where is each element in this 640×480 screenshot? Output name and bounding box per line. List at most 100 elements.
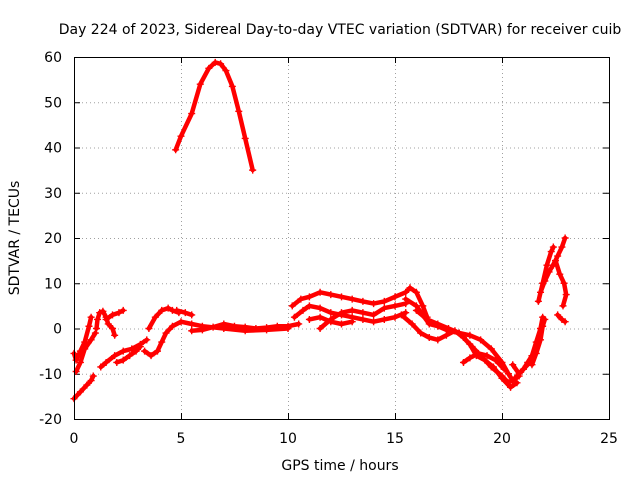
- data-point: [91, 329, 99, 337]
- data-point: [359, 309, 367, 317]
- data-point: [459, 358, 467, 366]
- series-arc-j: [173, 306, 196, 319]
- data-point: [164, 304, 172, 312]
- data-point: [370, 300, 378, 308]
- data-point: [466, 340, 474, 348]
- data-point: [305, 315, 313, 323]
- data-point: [442, 331, 450, 339]
- data-point: [425, 334, 433, 342]
- data-point: [316, 288, 324, 296]
- data-point: [507, 383, 515, 391]
- data-point: [391, 313, 399, 321]
- data-point: [316, 313, 324, 321]
- data-series: [70, 58, 570, 403]
- x-tick-label: 25: [600, 431, 618, 447]
- data-point: [559, 302, 567, 310]
- series-arc-s: [459, 349, 508, 373]
- y-tick-labels: -20 -10 0 10 20 30 40 50 60: [39, 50, 62, 428]
- data-point: [541, 277, 549, 285]
- y-axis-label: SDTVAR / TECUs: [7, 181, 23, 296]
- data-point: [412, 288, 420, 296]
- data-point: [511, 374, 519, 382]
- data-point: [81, 345, 89, 353]
- series-arc-high: [172, 58, 257, 174]
- data-point: [141, 347, 149, 355]
- data-point: [76, 358, 84, 366]
- data-point: [173, 306, 181, 314]
- data-point: [231, 322, 238, 330]
- data-point: [515, 370, 523, 378]
- data-point: [539, 322, 547, 330]
- data-point: [408, 320, 416, 328]
- data-point: [119, 356, 127, 364]
- data-point: [87, 313, 95, 321]
- data-point: [102, 358, 110, 366]
- data-point: [402, 309, 410, 317]
- series-arc-c: [72, 329, 99, 375]
- data-point: [397, 311, 405, 319]
- data-point: [532, 349, 540, 357]
- series-arc-w: [537, 257, 570, 310]
- data-point: [492, 356, 500, 364]
- series-arc-b: [70, 372, 97, 403]
- data-point: [406, 284, 414, 292]
- data-point: [327, 309, 335, 317]
- data-point: [504, 370, 512, 378]
- data-point: [252, 325, 260, 332]
- data-point: [434, 320, 442, 328]
- data-point: [561, 234, 569, 242]
- data-point: [549, 261, 557, 269]
- data-point: [545, 268, 553, 276]
- data-point: [235, 107, 243, 115]
- data-point: [402, 288, 410, 296]
- data-point: [89, 372, 97, 380]
- data-point: [109, 311, 117, 319]
- data-point: [327, 318, 335, 326]
- data-point: [543, 261, 551, 269]
- data-point: [359, 297, 367, 305]
- data-point: [560, 279, 568, 287]
- data-point: [168, 322, 176, 330]
- data-point: [338, 309, 345, 317]
- data-point: [524, 358, 532, 366]
- data-point: [370, 318, 378, 326]
- y-tick-label: -10: [39, 367, 62, 383]
- data-point: [556, 270, 564, 278]
- data-point: [391, 302, 399, 310]
- data-point: [217, 60, 225, 68]
- data-point: [263, 324, 271, 332]
- chart-title: Day 224 of 2023, Sidereal Day-to-day VTE…: [59, 22, 622, 38]
- y-tick-label: 0: [53, 322, 62, 338]
- data-point: [222, 67, 230, 75]
- y-tick-label: 20: [44, 231, 62, 247]
- series-arc-o: [305, 313, 356, 328]
- data-point: [348, 295, 356, 303]
- data-point: [113, 358, 121, 366]
- y-tick-label: 10: [44, 276, 62, 292]
- data-point: [85, 322, 93, 330]
- data-point: [299, 306, 307, 314]
- data-point: [284, 322, 292, 330]
- data-point: [509, 361, 517, 369]
- data-point: [316, 325, 324, 332]
- data-point: [305, 302, 313, 310]
- data-point: [126, 352, 134, 360]
- series-arc-y: [554, 311, 569, 326]
- data-point: [380, 304, 388, 312]
- data-point: [554, 311, 562, 319]
- data-point: [519, 365, 527, 373]
- data-point: [76, 388, 84, 396]
- data-point: [102, 315, 110, 323]
- data-point: [498, 374, 506, 382]
- data-point: [513, 379, 521, 387]
- data-point: [188, 320, 196, 328]
- data-point: [249, 166, 257, 174]
- series-arc-k: [188, 320, 303, 335]
- data-point: [380, 297, 388, 305]
- data-point: [198, 326, 206, 334]
- data-point: [241, 134, 249, 142]
- data-point: [562, 291, 570, 299]
- data-point: [151, 313, 159, 321]
- data-point: [97, 363, 105, 371]
